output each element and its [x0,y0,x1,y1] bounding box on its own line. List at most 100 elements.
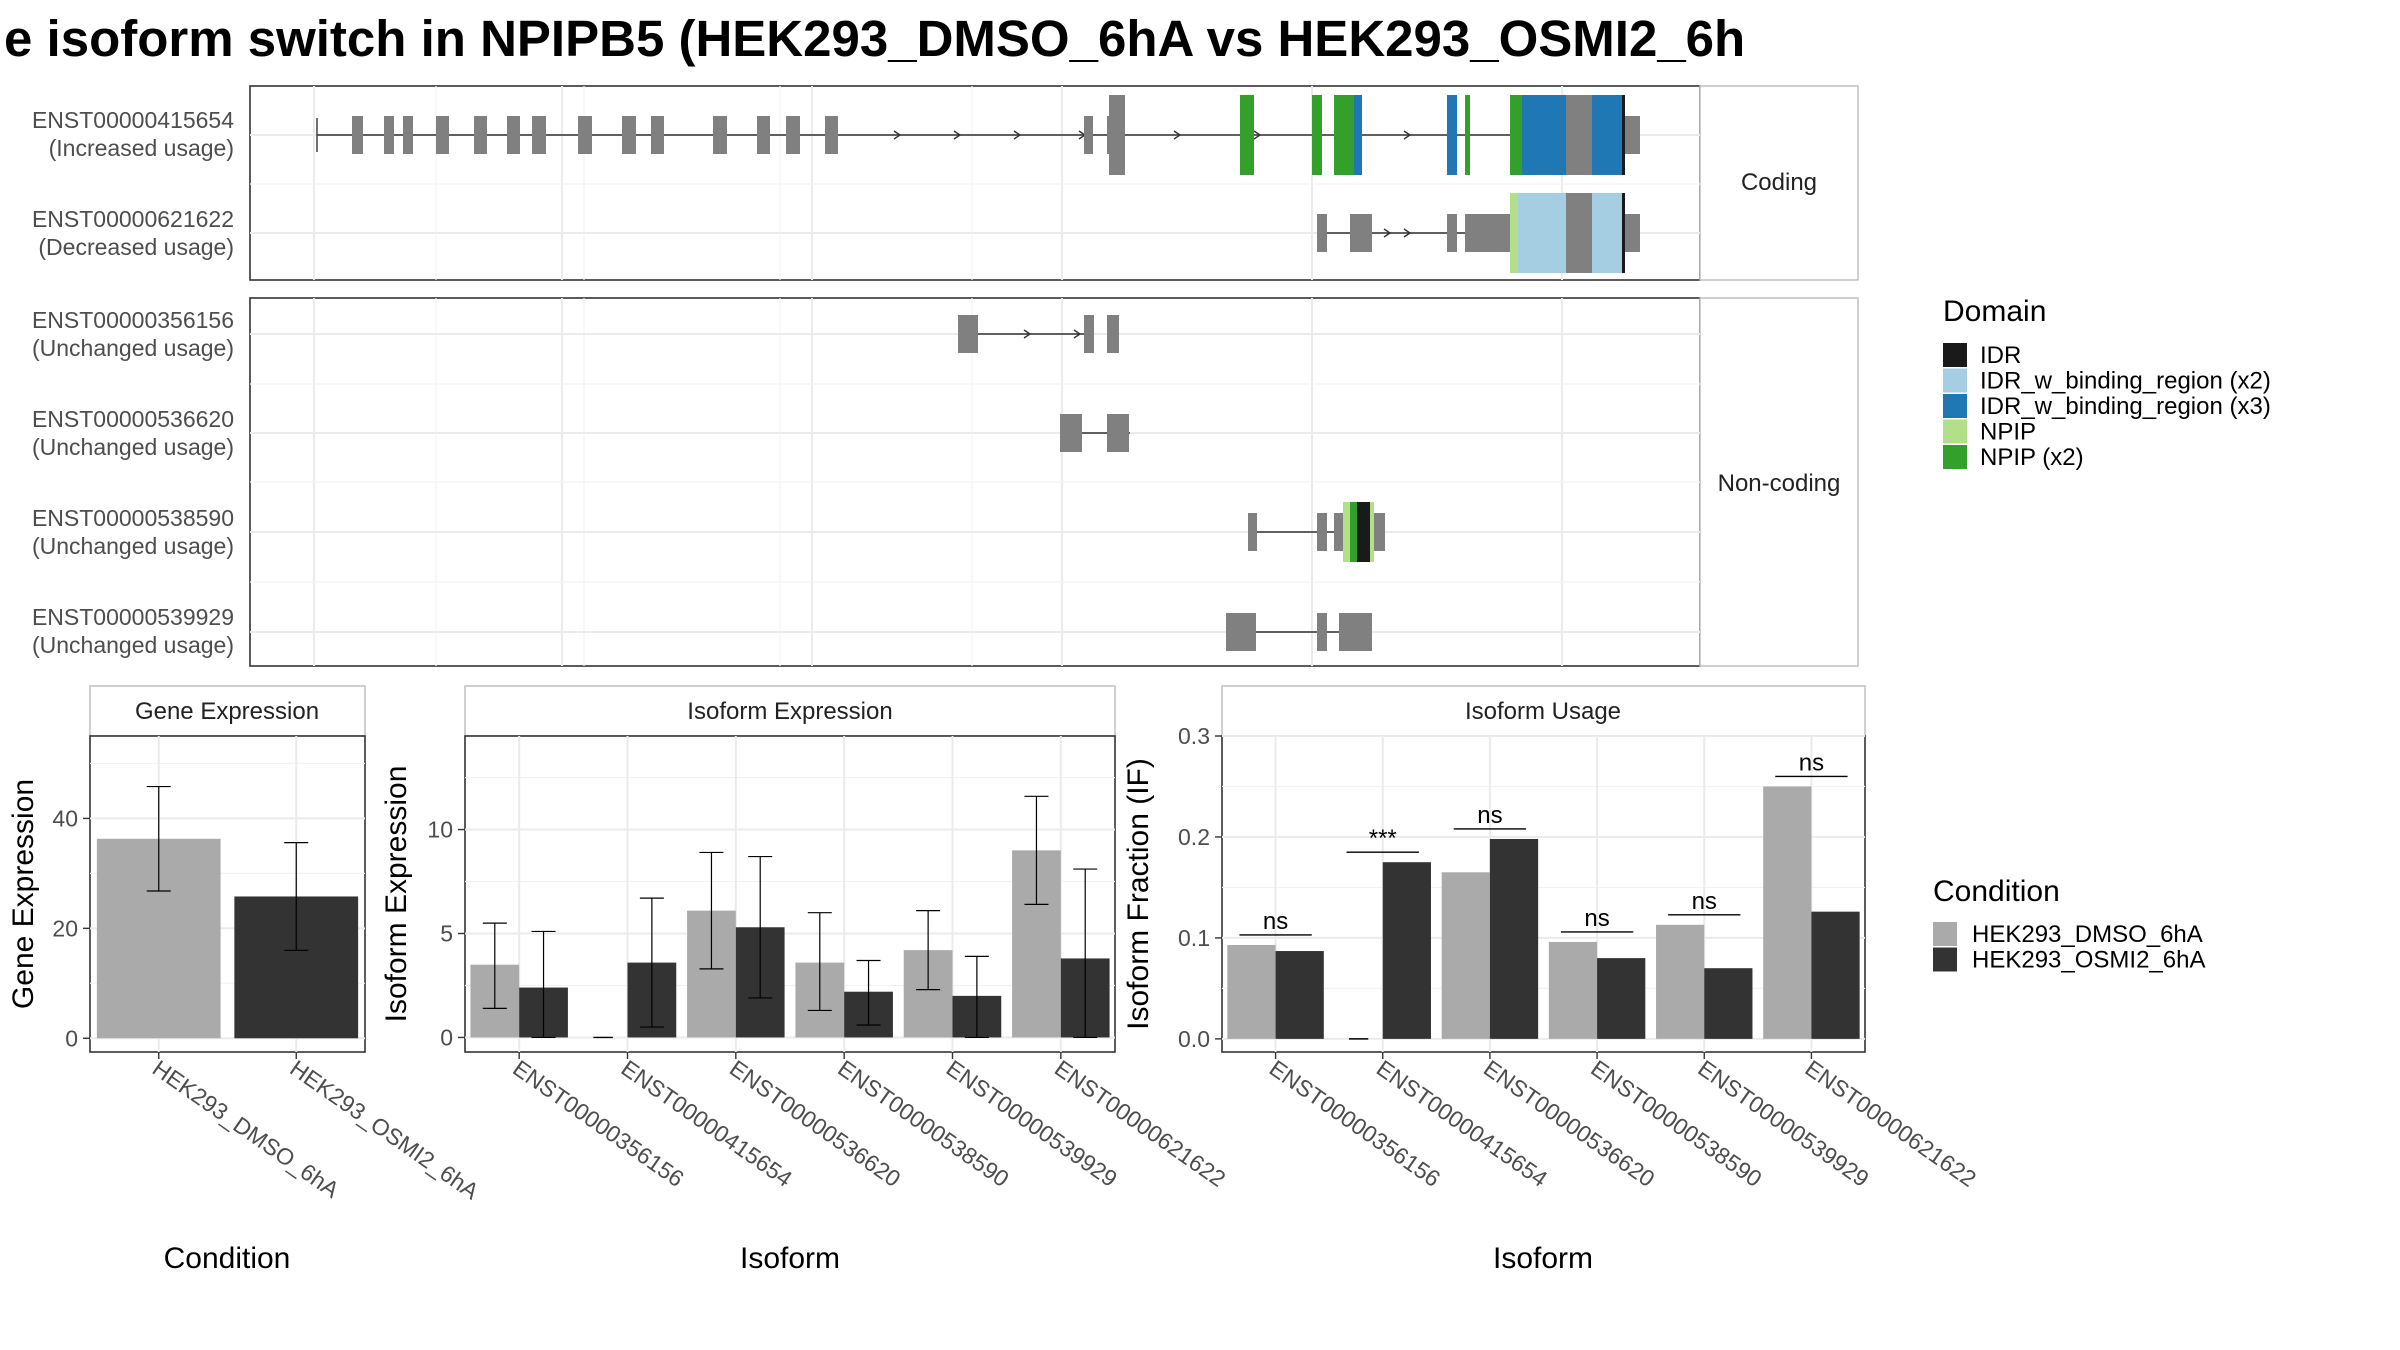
strand-arrow [893,130,902,140]
strand-arrow [1253,130,1262,140]
exon-block [1248,513,1257,551]
exon-block [532,116,546,154]
exon-block [1240,95,1254,175]
x-tick-label: ENST00000538590 [1586,1055,1766,1192]
iso-expr-panel [464,735,1116,1053]
exon-block [1084,116,1093,154]
exon-block [1510,193,1518,273]
exon-block [1312,95,1322,175]
y-tick-label: 0 [65,1025,78,1051]
exon-block [1592,193,1622,273]
exon-block [1622,193,1625,273]
exon-block [757,116,770,154]
exon-block [1566,193,1592,273]
isoform-usage-chart: Isoform Usage 0.0 0.1 0.2 0.3 ENST0000035615… [1122,685,1981,1275]
transcript-label-id: ENST00000536620 [32,406,234,432]
exon-block [1343,502,1350,562]
transcript-label-usage: (Unchanged usage) [32,632,234,658]
transcript-label-id: ENST00000415654 [32,107,234,133]
exon-block [384,116,394,154]
condition-legend-swatch [1933,922,1957,946]
iso-expr-ylabel: Isoform Expression [380,766,413,1023]
figure-title: e isoform switch in NPIPB5 (HEK293_DMSO_… [4,10,1745,67]
strand-arrow [1173,130,1182,140]
gene-expr-xlabel: Condition [164,1242,291,1275]
coding-panel [249,85,1701,281]
gene-expr-title: Gene Expression [135,698,319,725]
iso-usage-title: Isoform Usage [1465,698,1621,725]
gene-expr-ylabel: Gene Expression [7,779,40,1009]
y-tick-label: 10 [427,817,453,843]
exon-block [1334,513,1343,551]
exon-block [403,116,413,154]
iso-expr-strip [464,685,1116,737]
condition-legend-title: Condition [1933,875,2060,908]
exon-block [1522,95,1566,175]
domain-legend-swatch [1943,419,1967,444]
x-tick-label: ENST00000415654 [1372,1055,1553,1192]
exon-block [1084,315,1094,353]
y-tick-label: 0.3 [1178,723,1210,749]
y-tick-label: 20 [52,915,78,941]
bar [1548,941,1598,1039]
exon-block [1350,214,1372,252]
x-tick-label: ENST00000536620 [1479,1055,1659,1192]
bar [1489,838,1539,1039]
iso-expr-title: Isoform Expression [687,698,892,725]
y-tick-label: 0 [440,1024,453,1050]
exon-block [1465,214,1510,252]
iso-usage-ylabel: Isoform Fraction (IF) [1122,758,1155,1030]
iso-usage-xlabel: Isoform [1493,1242,1593,1275]
exon-block [474,116,487,154]
exon-block [578,116,592,154]
exon-block [1622,95,1625,175]
domain-legend-swatch [1943,445,1967,469]
exon-block [651,116,664,154]
bar [1382,862,1431,1039]
transcript-label-usage: (Unchanged usage) [32,533,234,559]
exon-block [1357,502,1370,562]
strand-arrow [1023,329,1032,339]
x-tick-label: ENST00000539929 [1693,1055,1873,1192]
domain-legend-label: IDR_w_binding_region (x2) [1980,368,2271,395]
isoform-expression-chart: Isoform Expression 0510ENST00000356156EN… [380,685,1230,1275]
x-tick-label: ENST00000356156 [1265,1055,1445,1192]
exon-block [1447,214,1457,252]
bar [1227,944,1276,1039]
exon-block [1317,214,1327,252]
exon-block [1510,95,1522,175]
transcript-label-id: ENST00000539929 [32,604,234,630]
transcript-label-id: ENST00000356156 [32,307,234,333]
exon-block [1447,95,1457,175]
exon-block [1465,95,1470,175]
exon-block [825,116,838,154]
transcript-structures [316,95,1640,651]
x-tick-label: ENST00000621622 [1801,1055,1981,1192]
domain-legend-title: Domain [1943,295,2046,328]
exon-block [1518,193,1566,273]
exon-block [1107,315,1119,353]
exon-block [1592,95,1622,175]
exon-block [1109,95,1125,175]
exon-block [352,116,363,154]
strand-arrow [1403,228,1412,238]
iso-expr-xlabel: Isoform [740,1242,840,1275]
y-tick-label: 0.0 [1178,1026,1210,1052]
exon-block [1370,502,1374,562]
exon-block [1354,95,1362,175]
transcript-label-usage: (Unchanged usage) [32,434,234,460]
transcript-label-usage: (Increased usage) [49,135,234,161]
transcript-label-usage: (Decreased usage) [38,234,234,260]
exon-block [1107,414,1129,452]
coding-strip [1699,85,1859,281]
significance-label: ns [1692,888,1717,915]
iso-usage-panel [1221,735,1866,1053]
exon-block [1625,214,1640,252]
bar [1275,951,1324,1039]
domain-legend-swatch [1943,394,1967,418]
exon-block [713,116,727,154]
strand-arrow [1403,130,1412,140]
domain-legend-swatch [1943,368,1967,393]
